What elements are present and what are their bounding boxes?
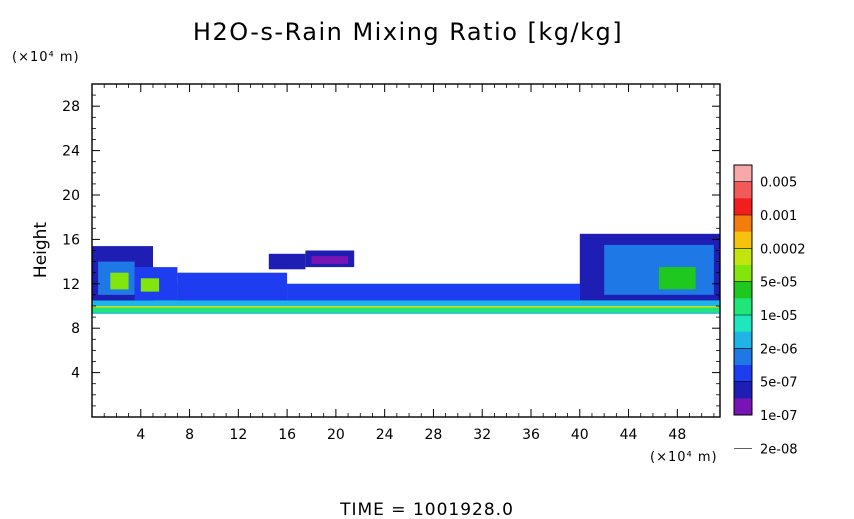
chart-title: H2O-s-Rain Mixing Ratio [kg/kg] [193, 18, 623, 46]
y-tick-label-3: 16 [62, 232, 80, 248]
colorbar-segment-5 [734, 248, 752, 266]
colorbar: 0.005 0.001 0.0002 5e-05 1e-05 2e-06 5e-07 1e-0… [733, 164, 806, 457]
colorbar-segment-6 [734, 265, 752, 283]
heatmap-region-9 [177, 272, 288, 301]
heatmap-region-1 [92, 308, 720, 313]
colorbar-segment-7 [734, 281, 752, 299]
y-tick-label-1: 8 [71, 321, 80, 337]
colorbar-segment-8 [734, 298, 752, 316]
colorbar-segment-14 [734, 398, 752, 416]
x-tick-label-1: 8 [185, 427, 194, 443]
y-tick-label-6: 28 [62, 99, 80, 115]
y-unit-label: (×10⁴ m) [12, 50, 80, 65]
colorbar-label-3: 5e-05 [760, 276, 798, 291]
colorbar-label-1: 0.001 [760, 209, 797, 224]
colorbar-segment-4 [734, 231, 752, 249]
colorbar-segment-11 [734, 348, 752, 366]
x-tick-label-8: 36 [522, 427, 540, 443]
colorbar-label-0: 0.005 [760, 176, 797, 191]
colorbar-label-6: 5e-07 [760, 376, 798, 391]
heatmap-region-16 [659, 267, 696, 290]
x-tick-label-6: 28 [425, 427, 443, 443]
x-unit-label: (×10⁴ m) [650, 450, 718, 465]
colorbar-label-2: 0.0002 [760, 242, 806, 257]
heatmap-region-12 [311, 256, 349, 264]
heatmap-region-10 [268, 253, 306, 270]
x-tick-label-9: 40 [571, 427, 589, 443]
colorbar-segment-9 [734, 315, 752, 333]
colorbar-segment-3 [734, 215, 752, 233]
heatmap-region-2 [92, 306, 720, 308]
colorbar-label-8: 2e-08 [760, 442, 798, 457]
heatmap-area [92, 233, 720, 314]
heatmap-region-6 [110, 272, 129, 290]
y-axis-label: Height [31, 222, 51, 279]
x-tick-label-7: 32 [473, 427, 491, 443]
colorbar-segment-10 [734, 331, 752, 349]
y-tick-label-0: 4 [71, 366, 80, 382]
x-tick-label-0: 4 [136, 427, 145, 443]
colorbar-label-4: 1e-05 [760, 309, 798, 324]
colorbar-segment-1 [734, 181, 752, 199]
colorbar-segment-13 [734, 381, 752, 399]
time-label: TIME = 1001928.0 [339, 500, 514, 519]
colorbar-segment-2 [734, 198, 752, 216]
x-tick-label-5: 24 [376, 427, 394, 443]
x-tick-label-2: 12 [229, 427, 247, 443]
y-tick-label-2: 12 [62, 277, 80, 293]
x-axis: 4 8 12 16 20 24 28 32 36 40 44 48 [103, 84, 715, 443]
x-tick-label-3: 16 [278, 427, 296, 443]
heatmap-region-8 [140, 278, 160, 292]
x-tick-label-11: 48 [668, 427, 686, 443]
colorbar-label-5: 2e-06 [760, 342, 798, 357]
y-tick-label-5: 24 [62, 144, 80, 160]
x-tick-label-4: 20 [327, 427, 345, 443]
y-tick-label-4: 20 [62, 188, 80, 204]
y-axis: 4 8 12 16 20 24 28 [62, 94, 720, 407]
heatmap-region-13 [287, 283, 580, 301]
colorbar-segment-12 [734, 365, 752, 383]
colorbar-label-7: 1e-07 [760, 409, 798, 424]
colorbar-segment-0 [734, 165, 752, 183]
x-tick-label-10: 44 [620, 427, 638, 443]
